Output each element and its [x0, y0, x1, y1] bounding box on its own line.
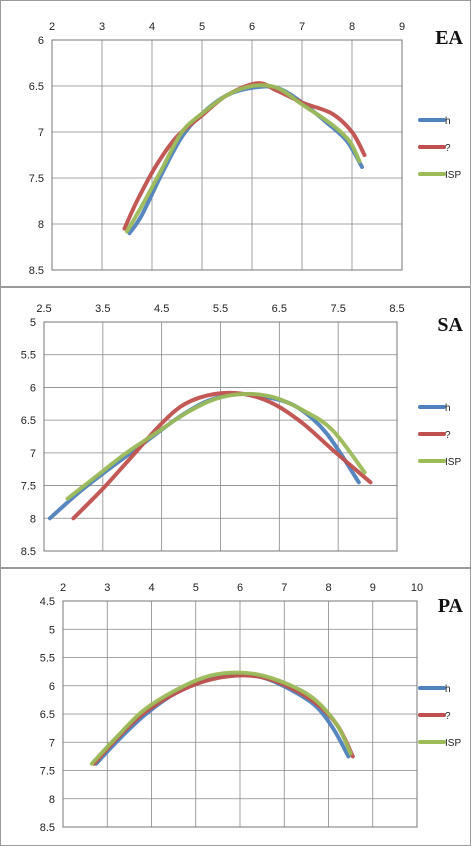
- y-tick-label: 7: [49, 737, 55, 749]
- legend-label-?: ?: [445, 711, 451, 722]
- legend-label-ISP: ISP: [445, 457, 461, 468]
- y-tick-label: 8: [30, 513, 36, 525]
- x-tick-label: 2.5: [36, 303, 51, 315]
- x-tick-label: 7: [299, 21, 305, 33]
- y-tick-label: 6: [38, 35, 44, 47]
- y-tick-label: 5.5: [21, 350, 36, 362]
- legend-label-ISP: ISP: [445, 170, 461, 181]
- x-tick-label: 10: [411, 582, 423, 594]
- panel-frame: [0, 287, 471, 568]
- y-tick-label: 8.5: [29, 265, 44, 277]
- x-tick-label: 9: [399, 21, 405, 33]
- x-tick-label: 4: [148, 582, 154, 594]
- x-tick-label: 2: [49, 21, 55, 33]
- y-tick-label: 5: [30, 317, 36, 329]
- chart-panel-sa: 2.5 3.5 4.5 5.5 6.5 7.5 8.5 5 5.5 6 6.5 7 7.5 8 8.5 SA h…: [0, 287, 471, 568]
- y-tick-label: 5: [49, 624, 55, 636]
- chart-title: SA: [437, 314, 463, 336]
- series-line-ISP: [65, 391, 367, 501]
- x-tick-label: 3: [104, 582, 110, 594]
- y-tick-label: 8.5: [21, 546, 36, 558]
- y-tick-label: 4.5: [40, 596, 55, 608]
- series-line-?: [71, 390, 373, 521]
- x-tick-label: 5: [193, 582, 199, 594]
- y-tick-label: 7.5: [21, 481, 36, 493]
- x-tick-label: 6: [237, 582, 243, 594]
- y-tick-label: 6.5: [40, 709, 55, 721]
- x-tick-label: 5.5: [213, 303, 228, 315]
- legend-label-h: h: [445, 403, 451, 414]
- plot-area-border: [43, 321, 398, 552]
- chart-title: EA: [435, 27, 463, 49]
- chart-panel-pa: 2 3 4 5 6 7 8 9 10 4.5 5 5.5 6 6.5 7 7.5 8 8.5 PA h? ISP: [0, 568, 471, 846]
- x-tick-label: 8: [325, 582, 331, 594]
- x-tick-label: 6.5: [272, 303, 287, 315]
- plot-area-border: [51, 39, 403, 271]
- y-tick-label: 7.5: [40, 766, 55, 778]
- legend-label-h: h: [445, 116, 451, 127]
- series-line-ISP: [125, 83, 362, 234]
- y-tick-label: 6.5: [21, 415, 36, 427]
- x-tick-label: 4: [149, 21, 155, 33]
- chart-title: PA: [438, 595, 464, 617]
- x-tick-label: 4.5: [154, 303, 169, 315]
- y-tick-label: 6.5: [29, 81, 44, 93]
- y-tick-label: 5.5: [40, 653, 55, 665]
- y-tick-label: 7.5: [29, 173, 44, 185]
- x-tick-label: 5: [199, 21, 205, 33]
- legend-label-h: h: [445, 684, 451, 695]
- y-tick-label: 8: [38, 219, 44, 231]
- x-tick-label: 6: [249, 21, 255, 33]
- legend-label-?: ?: [445, 143, 451, 154]
- panel-frame: [0, 568, 471, 846]
- x-tick-label: 3.5: [95, 303, 110, 315]
- x-tick-label: 8: [349, 21, 355, 33]
- y-tick-label: 8.5: [40, 822, 55, 834]
- x-tick-label: 7.5: [331, 303, 346, 315]
- y-tick-label: 6: [49, 681, 55, 693]
- series-line-ISP: [89, 670, 353, 766]
- x-tick-label: 8.5: [389, 303, 404, 315]
- y-tick-label: 7: [38, 127, 44, 139]
- legend-label-ISP: ISP: [445, 738, 461, 749]
- legend-label-?: ?: [445, 430, 451, 441]
- x-tick-label: 3: [99, 21, 105, 33]
- x-tick-label: 2: [60, 582, 66, 594]
- chart-panel-ea: 2 3 4 5 6 7 8 9 6 6.5 7 7.5 8 8.5 EA h? ISP: [0, 0, 471, 287]
- x-tick-label: 7: [281, 582, 287, 594]
- plot-area-border: [62, 600, 418, 828]
- y-tick-label: 8: [49, 794, 55, 806]
- panel-frame: [0, 0, 471, 287]
- y-tick-label: 6: [30, 382, 36, 394]
- x-tick-label: 9: [370, 582, 376, 594]
- y-tick-label: 7: [30, 448, 36, 460]
